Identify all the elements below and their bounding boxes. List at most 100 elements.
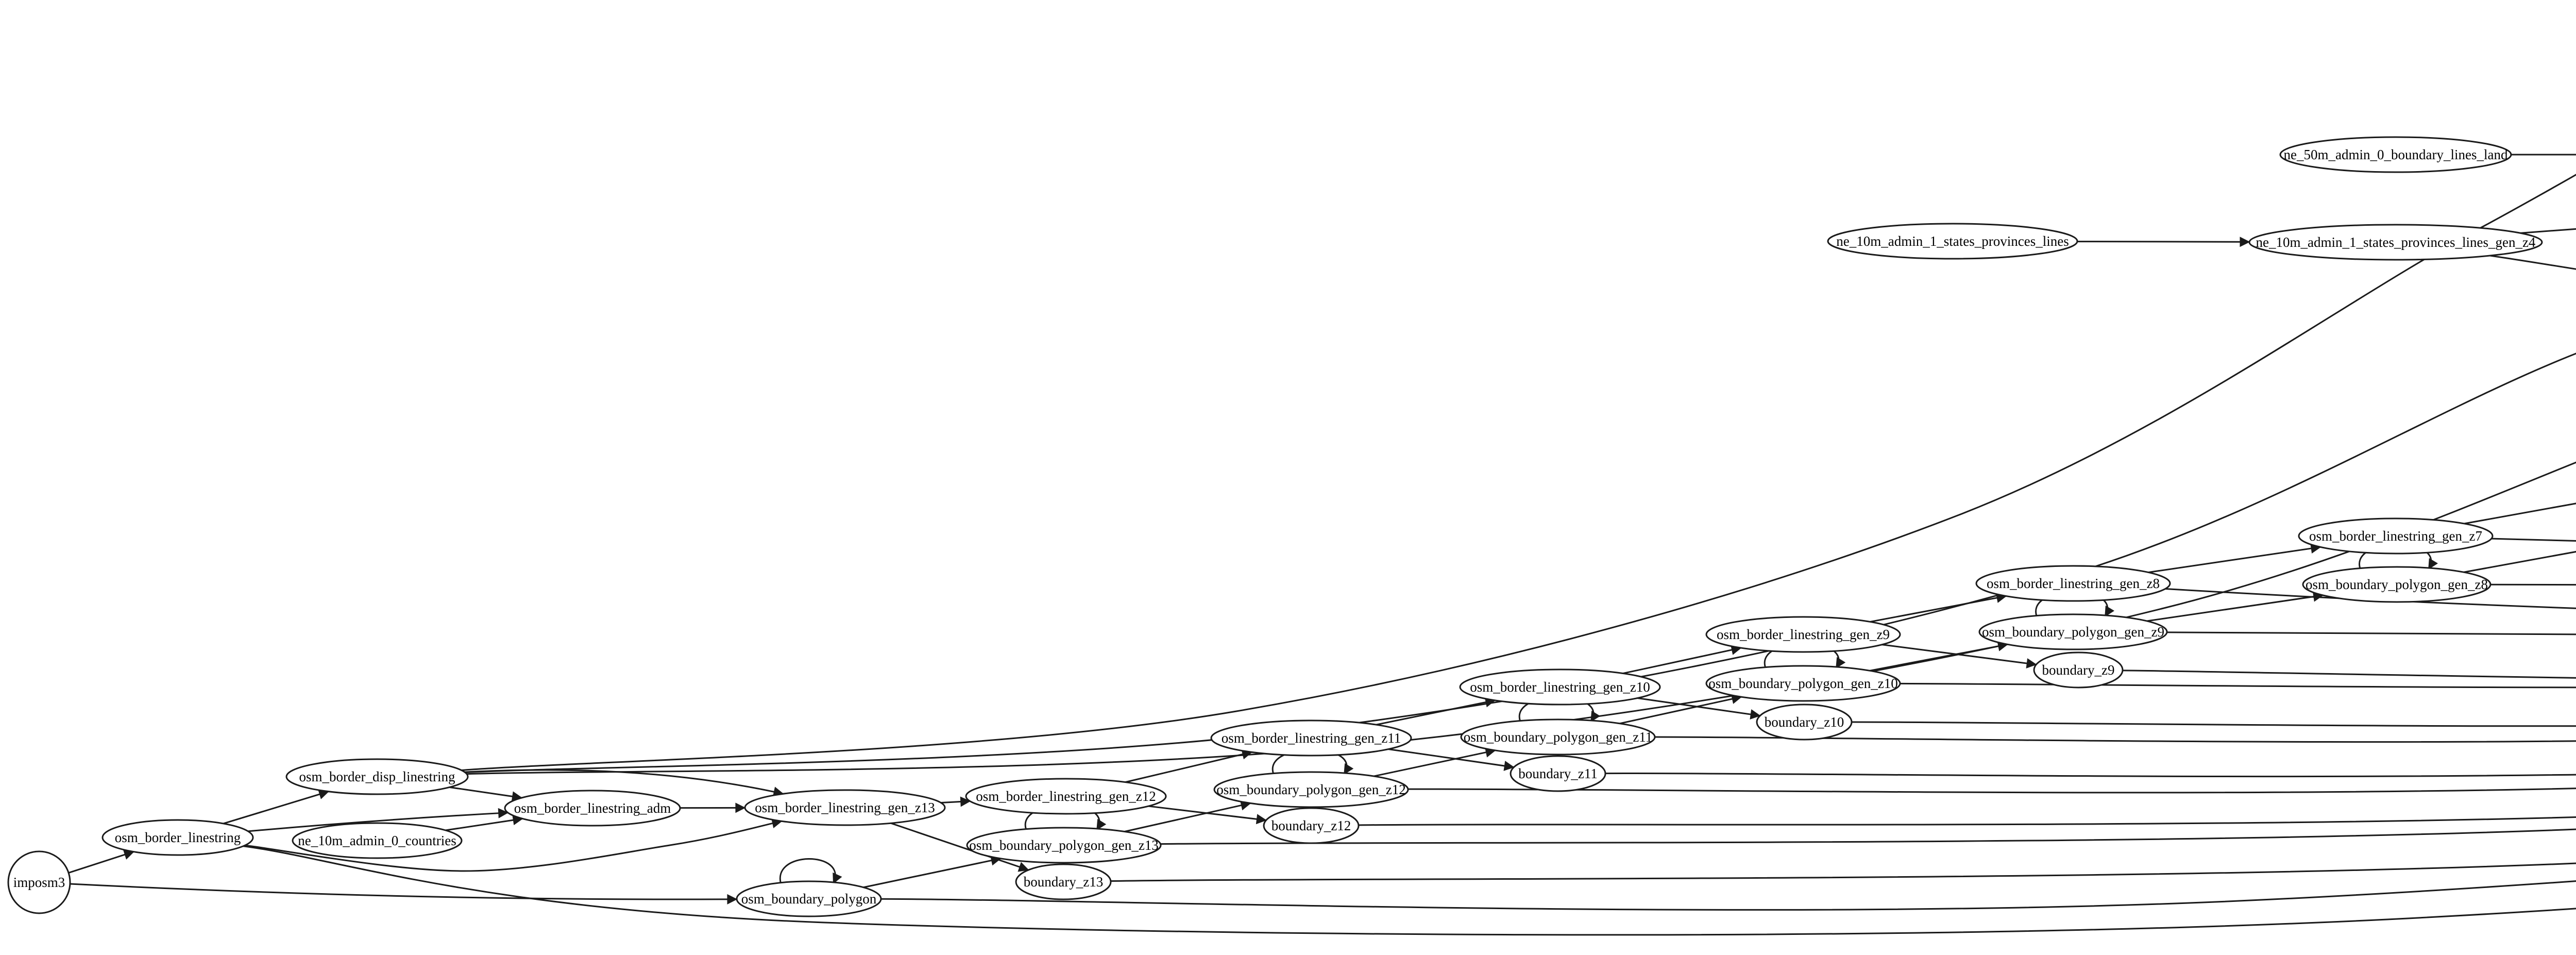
edge-oblg12-to-oblg11: [1125, 749, 1253, 783]
edge-imposm3-to-obp: [70, 883, 738, 904]
node-ellipse-osm_boundary_polygon_gen_z12: [1213, 771, 1409, 808]
node-ellipse-osm_border_linestring: [101, 819, 254, 856]
edge-obpg9-to-layer-boundary-z9: [2166, 631, 2576, 635]
node-osm_boundary_polygon_gen_z10: osm_boundary_polygon_gen_z10: [1705, 665, 1901, 702]
node-osm_border_linestring: osm_border_linestring: [101, 819, 254, 856]
node-boundary_z12: boundary_z12: [1263, 807, 1360, 844]
edge-oblg7-to-oblg6: [2464, 502, 2576, 525]
node-label-osm_border_linestring_gen_z9: osm_border_linestring_gen_z9: [1717, 627, 1890, 642]
edge-obpg12-to-layer-boundary-z12: [1408, 788, 2576, 794]
node-ellipse-osm_boundary_polygon_gen_z10: [1705, 665, 1901, 702]
edge-bz13-to-layer-boundary-z13: [1110, 862, 2576, 882]
node-ne_10m_admin_1_states_provinces_lines_gen_z4: ne_10m_admin_1_states_provinces_lines_ge…: [2248, 224, 2543, 261]
edge-countries-to-adm: [445, 815, 523, 831]
node-label-ne_10m_admin_1_states_provinces_lines: ne_10m_admin_1_states_provinces_lines: [1836, 233, 2069, 249]
edge-oblg8-to-oblg7: [2148, 543, 2321, 574]
edge-splg4-to-splg3: [2520, 228, 2576, 234]
node-label-osm_boundary_polygon_gen_z12: osm_boundary_polygon_gen_z12: [1216, 782, 1405, 797]
self-loop-obp: [779, 858, 842, 886]
node-ellipse-osm_border_linestring_gen_z13: [744, 789, 946, 826]
node-osm_border_linestring_gen_z10: osm_border_linestring_gen_z10: [1459, 668, 1661, 706]
edge-obpg12-to-obpg11: [1374, 747, 1496, 777]
node-ellipse-boundary_z12: [1263, 807, 1360, 844]
node-ellipse-osm_border_linestring_gen_z8: [1975, 565, 2171, 602]
edge-obpg9-to-obpg8: [2147, 591, 2324, 622]
edge-obpg11-to-layer-boundary-z11: [1654, 736, 2576, 743]
edge-obdl-to-obdg3: [461, 174, 2576, 772]
node-ne_10m_admin_1_states_provinces_lines: ne_10m_admin_1_states_provinces_lines: [1827, 223, 2078, 260]
edge-obpg13-to-obpg12: [1124, 800, 1251, 832]
node-label-osm_border_linestring: osm_border_linestring: [115, 830, 241, 845]
node-label-osm_boundary_polygon_gen_z10: osm_boundary_polygon_gen_z10: [1708, 676, 1897, 691]
node-osm_border_linestring_gen_z7: osm_border_linestring_gen_z7: [2298, 517, 2494, 555]
edge-obl-to-oblg13: [245, 818, 783, 872]
node-osm_border_linestring_gen_z11: osm_border_linestring_gen_z11: [1210, 719, 1412, 757]
node-label-boundary_z12: boundary_z12: [1272, 818, 1351, 833]
node-label-osm_border_linestring_gen_z12: osm_border_linestring_gen_z12: [976, 789, 1156, 804]
edge-obpg13-to-layer-boundary-z13: [1160, 828, 2576, 845]
node-label-ne_10m_admin_0_countries: ne_10m_admin_0_countries: [298, 833, 456, 848]
node-ellipse-osm_border_linestring_gen_z9: [1705, 616, 1901, 653]
edge-oblg11-to-oblg10: [1376, 697, 1496, 726]
node-label-boundary_z11: boundary_z11: [1518, 766, 1597, 781]
node-ellipse-ne_10m_admin_0_countries: [292, 822, 463, 859]
node-ellipse-osm_border_linestring_adm: [504, 790, 681, 827]
edge-imposm3-to-obl: [68, 849, 135, 874]
node-ellipse-boundary_z9: [2033, 651, 2124, 689]
edge-oblg7-to-bz7: [2491, 538, 2576, 542]
node-ellipse-boundary_z11: [1510, 755, 1606, 792]
edge-obpg8-to-layer-boundary-z8: [2490, 583, 2576, 586]
node-ellipse-ne_50m_admin_0_boundary_lines_land: [2279, 136, 2512, 173]
edge-bz11-to-layer-boundary-z11: [1605, 772, 2576, 778]
node-label-boundary_z10: boundary_z10: [1765, 714, 1844, 730]
edge-oblg9-to-oblg8: [1870, 593, 2007, 623]
node-boundary_z9: boundary_z9: [2033, 651, 2124, 689]
edge-obpg10-to-layer-boundary-z10: [1900, 682, 2576, 689]
edge-obdl-to-obdg2: [465, 353, 2576, 774]
edge-obl-to-layer-boundary-z14+: [243, 845, 2576, 936]
node-osm_boundary_polygon_gen_z12: osm_boundary_polygon_gen_z12: [1213, 771, 1409, 808]
edge-oblg13-to-bz13: [890, 822, 1029, 872]
node-osm_border_linestring_adm: osm_border_linestring_adm: [504, 790, 681, 827]
node-osm_boundary_polygon: osm_boundary_polygon: [736, 880, 882, 917]
node-ellipse-ne_10m_admin_1_states_provinces_lines: [1827, 223, 2078, 260]
node-imposm3: imposm3: [7, 850, 71, 914]
node-label-osm_border_linestring_gen_z10: osm_border_linestring_gen_z10: [1470, 679, 1650, 695]
node-boundary_z11: boundary_z11: [1510, 755, 1606, 792]
node-ellipse-osm_border_linestring_gen_z12: [965, 778, 1167, 815]
edge-bz12-to-layer-boundary-z12: [1358, 816, 2576, 826]
node-label-imposm3: imposm3: [13, 875, 65, 890]
node-label-osm_border_disp_linestring: osm_border_disp_linestring: [299, 769, 455, 784]
node-ellipse-imposm3: [7, 850, 71, 914]
node-ne_10m_admin_0_countries: ne_10m_admin_0_countries: [292, 822, 463, 859]
node-boundary_z13: boundary_z13: [1015, 863, 1112, 900]
node-label-osm_boundary_polygon: osm_boundary_polygon: [741, 891, 877, 907]
node-ellipse-osm_border_linestring_gen_z7: [2298, 517, 2494, 555]
edge-obl-to-obdl: [223, 789, 330, 825]
node-osm_border_disp_linestring: osm_border_disp_linestring: [285, 758, 469, 795]
node-osm_boundary_polygon_gen_z11: osm_boundary_polygon_gen_z11: [1460, 718, 1656, 756]
node-osm_boundary_polygon_gen_z8: osm_boundary_polygon_gen_z8: [2302, 566, 2492, 603]
edge-splg4-to-bz4: [2489, 255, 2576, 270]
node-boundary_z10: boundary_z10: [1756, 703, 1853, 741]
node-label-boundary_z13: boundary_z13: [1024, 874, 1103, 890]
edge-obl-to-adm: [248, 808, 509, 832]
node-ellipse-ne_10m_admin_1_states_provinces_lines_gen_z4: [2248, 224, 2543, 261]
edge-bz10-to-layer-boundary-z10: [1851, 721, 2576, 727]
node-ellipse-osm_boundary_polygon_gen_z8: [2302, 566, 2492, 603]
node-label-osm_border_linestring_gen_z8: osm_border_linestring_gen_z8: [1987, 576, 2160, 591]
node-ne_50m_admin_0_boundary_lines_land: ne_50m_admin_0_boundary_lines_land: [2279, 136, 2512, 173]
edge-obp-to-layer-boundary-z14+: [880, 880, 2576, 911]
node-ellipse-osm_border_disp_linestring: [285, 758, 469, 795]
node-label-osm_boundary_polygon_gen_z9: osm_boundary_polygon_gen_z9: [1982, 624, 2164, 640]
node-osm_boundary_polygon_gen_z13: osm_boundary_polygon_gen_z13: [966, 827, 1162, 864]
node-label-ne_50m_admin_0_boundary_lines_land: ne_50m_admin_0_boundary_lines_land: [2284, 147, 2508, 162]
node-osm_border_linestring_gen_z13: osm_border_linestring_gen_z13: [744, 789, 946, 826]
node-ellipse-osm_border_linestring_gen_z11: [1210, 719, 1412, 757]
node-label-osm_border_linestring_gen_z13: osm_border_linestring_gen_z13: [755, 800, 935, 815]
node-osm_boundary_polygon_gen_z9: osm_boundary_polygon_gen_z9: [1978, 613, 2168, 650]
node-ellipse-osm_boundary_polygon: [736, 880, 882, 917]
node-label-osm_boundary_polygon_gen_z11: osm_boundary_polygon_gen_z11: [1464, 729, 1652, 745]
